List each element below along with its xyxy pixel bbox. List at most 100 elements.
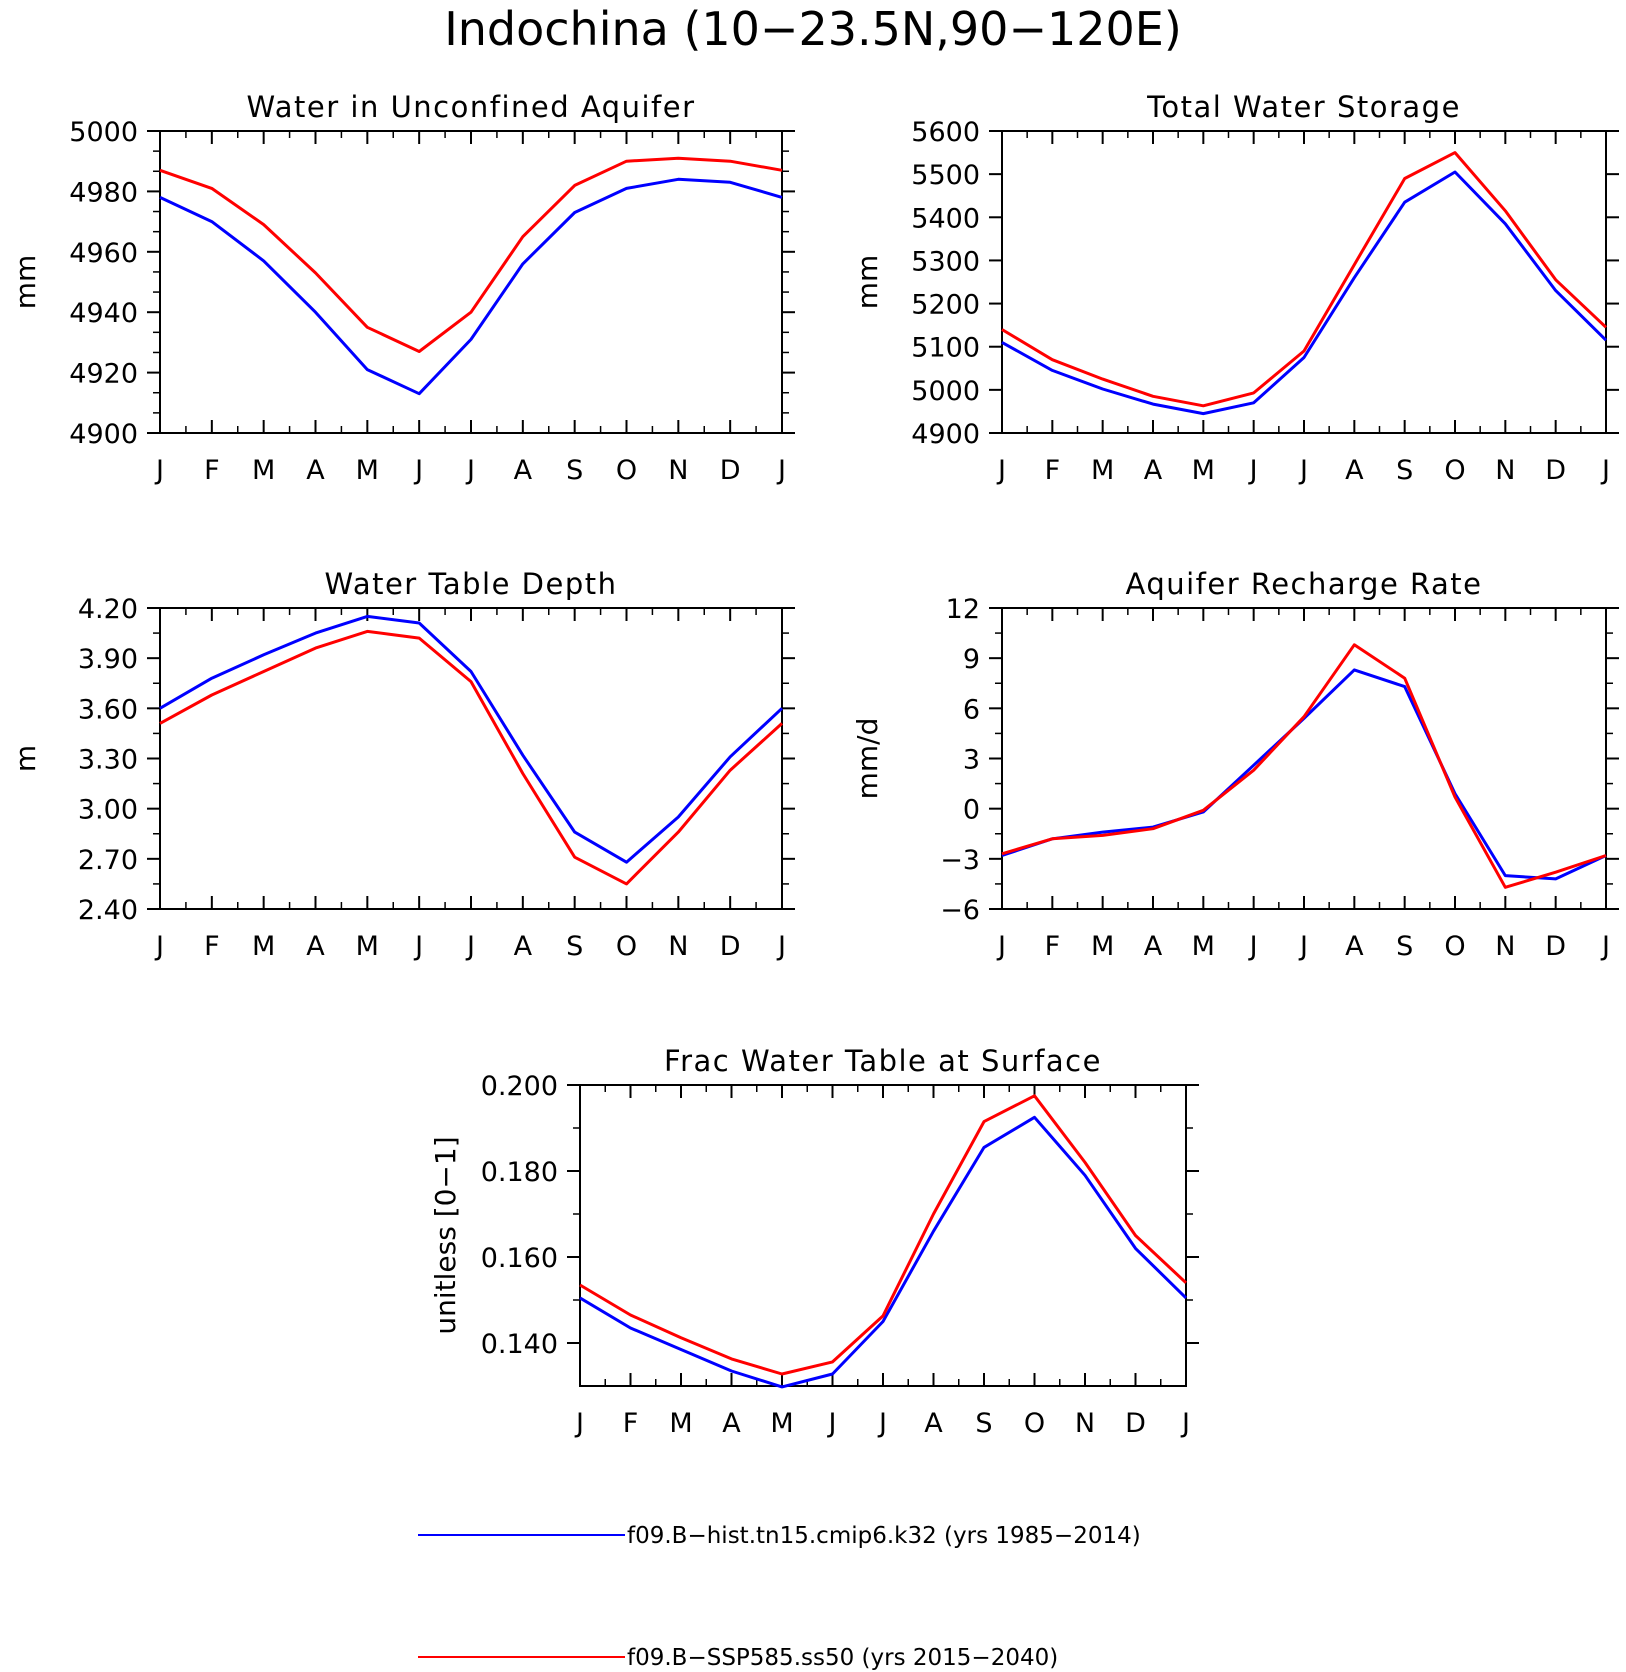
x-tick-label: J bbox=[1248, 931, 1258, 962]
y-tick-label: 5000 bbox=[911, 376, 980, 407]
x-tick-label: N bbox=[668, 931, 688, 962]
y-tick-label: 3 bbox=[963, 745, 980, 776]
x-tick-label: J bbox=[465, 931, 475, 962]
x-tick-label: A bbox=[1144, 931, 1163, 962]
y-tick-label: 4.20 bbox=[78, 594, 138, 625]
series-line-ssp585 bbox=[159, 156, 783, 353]
x-tick-label: J bbox=[1298, 455, 1308, 486]
series-line-hist bbox=[1001, 668, 1607, 881]
x-tick-label: A bbox=[924, 1408, 943, 1439]
x-tick-label: A bbox=[306, 455, 325, 486]
legend-label-hist: f09.B−hist.tn15.cmip6.k32 (yrs 1985−2014… bbox=[627, 1523, 1141, 1549]
x-tick-label: N bbox=[1495, 455, 1515, 486]
x-tick-label: J bbox=[996, 931, 1006, 962]
figure-title: Indochina (10−23.5N,90−120E) bbox=[444, 2, 1182, 56]
y-tick-label: 2.40 bbox=[78, 895, 138, 926]
x-tick-label: M bbox=[1192, 455, 1215, 486]
y-tick-label: 5100 bbox=[911, 333, 980, 364]
y-tick-label: 3.00 bbox=[78, 795, 138, 826]
x-tick-label: D bbox=[720, 455, 741, 486]
y-tick-label: 4920 bbox=[69, 359, 138, 390]
y-tick-label: 0 bbox=[963, 795, 980, 826]
x-tick-label: S bbox=[975, 1408, 992, 1439]
y-tick-label: 0.160 bbox=[481, 1243, 558, 1274]
y-tick-label: 4900 bbox=[911, 419, 980, 450]
x-tick-label: O bbox=[1444, 931, 1465, 962]
series-line-ssp585 bbox=[579, 1094, 1188, 1376]
x-tick-label: M bbox=[770, 1408, 793, 1439]
x-tick-label: D bbox=[1545, 931, 1566, 962]
x-tick-label: J bbox=[154, 455, 164, 486]
x-tick-label: A bbox=[1144, 455, 1163, 486]
plot-frame bbox=[1001, 130, 1607, 434]
series-line-ssp585 bbox=[159, 629, 784, 886]
legend-label-ssp585: f09.B−SSP585.ss50 (yrs 2015−2040) bbox=[627, 1645, 1058, 1671]
panel-title: Aquifer Recharge Rate bbox=[1125, 567, 1482, 601]
y-tick-label: 0.180 bbox=[481, 1157, 558, 1188]
y-tick-label: 0.140 bbox=[481, 1329, 558, 1360]
x-tick-label: A bbox=[1345, 455, 1364, 486]
x-tick-label: J bbox=[877, 1408, 887, 1439]
plot-frame bbox=[159, 130, 783, 434]
x-tick-label: J bbox=[996, 455, 1006, 486]
x-tick-label: J bbox=[1600, 931, 1610, 962]
series-line-hist bbox=[159, 614, 784, 864]
x-tick-label: O bbox=[616, 455, 637, 486]
y-tick-label: 3.30 bbox=[78, 745, 138, 776]
series-line-ssp585 bbox=[1001, 151, 1608, 408]
x-tick-label: J bbox=[413, 931, 423, 962]
panel-title: Water Table Depth bbox=[325, 567, 618, 601]
y-tick-label: 2.70 bbox=[78, 845, 138, 876]
x-tick-label: N bbox=[668, 455, 688, 486]
x-tick-label: J bbox=[413, 455, 423, 486]
x-tick-label: S bbox=[1396, 455, 1413, 486]
x-tick-label: M bbox=[356, 931, 379, 962]
x-tick-label: J bbox=[1248, 455, 1258, 486]
x-tick-label: A bbox=[306, 931, 325, 962]
panel-title: Total Water Storage bbox=[1146, 90, 1461, 124]
x-tick-label: M bbox=[356, 455, 379, 486]
plot-frame bbox=[159, 607, 783, 910]
y-tick-label: 5500 bbox=[911, 160, 980, 191]
x-tick-label: M bbox=[669, 1408, 692, 1439]
y-axis-label: m bbox=[9, 745, 42, 772]
x-tick-label: J bbox=[1600, 455, 1610, 486]
x-tick-label: F bbox=[204, 931, 220, 962]
x-tick-label: J bbox=[574, 1408, 584, 1439]
y-tick-label: 5600 bbox=[911, 117, 980, 148]
x-tick-label: S bbox=[1396, 931, 1413, 962]
y-tick-label: 6 bbox=[963, 694, 980, 725]
x-tick-label: F bbox=[623, 1408, 639, 1439]
x-tick-label: M bbox=[1091, 455, 1114, 486]
plot-frame bbox=[1001, 607, 1607, 910]
panel-title: Water in Unconfined Aquifer bbox=[246, 90, 695, 124]
x-tick-label: J bbox=[827, 1408, 837, 1439]
x-tick-label: S bbox=[566, 455, 583, 486]
y-tick-label: 5200 bbox=[911, 290, 980, 321]
x-tick-label: N bbox=[1495, 931, 1515, 962]
x-tick-label: S bbox=[566, 931, 583, 962]
y-axis-label: unitless [0−1] bbox=[429, 1136, 462, 1334]
x-tick-label: J bbox=[776, 455, 786, 486]
y-tick-label: 3.90 bbox=[78, 644, 138, 675]
x-tick-label: M bbox=[1192, 931, 1215, 962]
x-tick-label: F bbox=[1045, 455, 1061, 486]
y-tick-label: 5000 bbox=[69, 117, 138, 148]
y-axis-label: mm/d bbox=[851, 718, 884, 800]
series-line-hist bbox=[579, 1115, 1188, 1389]
y-tick-label: 5400 bbox=[911, 203, 980, 234]
x-tick-label: J bbox=[1298, 931, 1308, 962]
series-line-hist bbox=[159, 177, 783, 396]
y-tick-label: 3.60 bbox=[78, 694, 138, 725]
panel-title: Frac Water Table at Surface bbox=[664, 1044, 1102, 1078]
legend: f09.B−hist.tn15.cmip6.k32 (yrs 1985−2014… bbox=[418, 1523, 1141, 1671]
x-tick-label: J bbox=[1180, 1408, 1190, 1439]
x-tick-label: F bbox=[1045, 931, 1061, 962]
y-tick-label: 12 bbox=[946, 594, 980, 625]
y-tick-label: −3 bbox=[940, 845, 980, 876]
x-tick-label: M bbox=[1091, 931, 1114, 962]
x-tick-label: A bbox=[514, 931, 533, 962]
